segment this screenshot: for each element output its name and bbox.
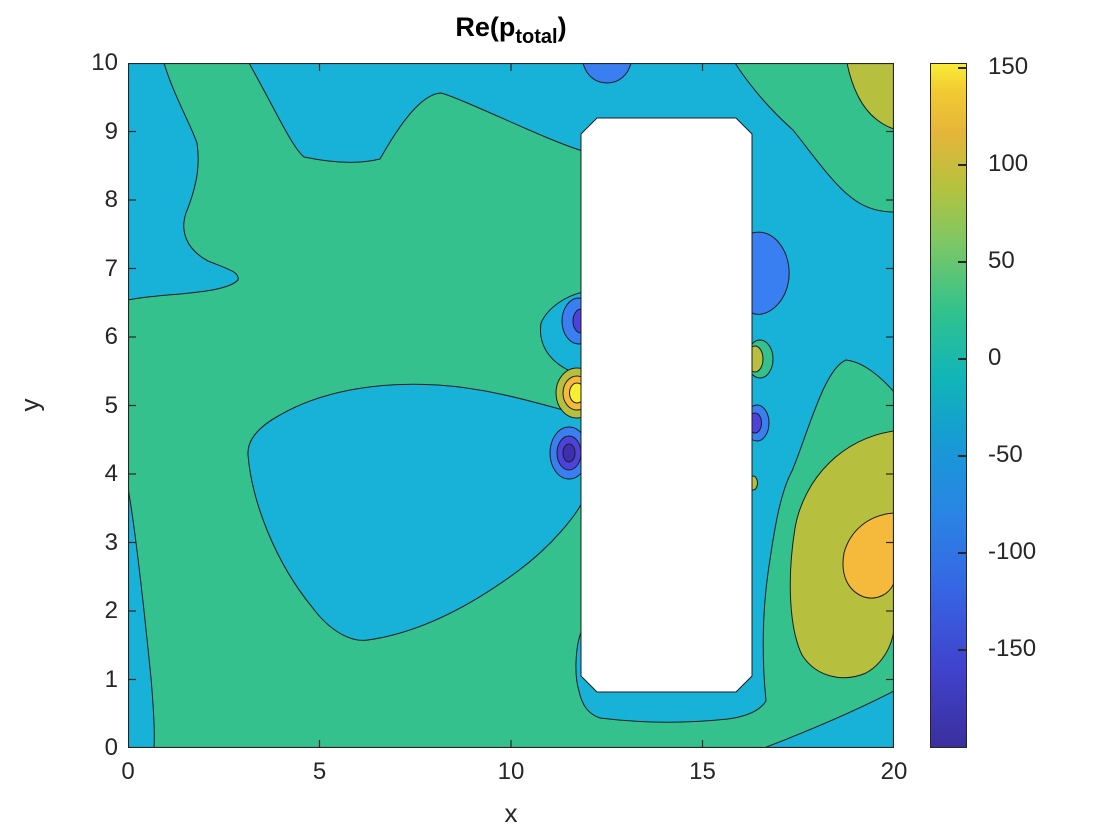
x-tick-label: 15 <box>689 758 716 785</box>
x-tick-label: 0 <box>121 758 135 785</box>
axes-box <box>128 63 894 748</box>
x-axis-label: x <box>504 798 518 828</box>
contour-olive-southeast-oval <box>789 430 894 679</box>
y-tick-label: 9 <box>104 117 118 145</box>
colorbar-tick-label: 150 <box>988 52 1029 80</box>
colorbar-tick-label: 0 <box>988 343 1002 371</box>
contour-canvas <box>128 63 894 748</box>
colorbar-tick-mark <box>958 163 966 166</box>
y-tick-label: 5 <box>104 391 118 419</box>
colorbar-tick-mark <box>958 552 966 554</box>
title-suffix: ) <box>557 12 567 42</box>
colorbar-tick-label: 100 <box>988 149 1029 177</box>
obstacle-rectangle <box>580 117 753 693</box>
contour-cyan-topleft-corner <box>128 63 239 301</box>
axis-ticks <box>128 63 894 748</box>
y-tick-label: 10 <box>91 49 118 76</box>
contour-blue-east-blob <box>751 231 790 315</box>
contour-blue-top-notch <box>582 63 632 84</box>
contour-deepindigo-west-lower-core <box>562 443 576 463</box>
x-tick-label: 20 <box>880 758 908 785</box>
title-prefix: Re(p <box>455 12 516 42</box>
y-tick-label: 4 <box>104 460 118 487</box>
colorbar-tick-mark <box>958 649 966 652</box>
contour-orange-southeast-core <box>842 512 894 599</box>
plot-title: Re(ptotal) <box>128 12 894 48</box>
y-tick-label: 8 <box>104 186 118 213</box>
y-tick-label: 0 <box>104 734 118 761</box>
colorbar-tick-label: -100 <box>988 538 1037 565</box>
colorbar-tick-label: 50 <box>988 246 1015 274</box>
y-tick-label: 3 <box>104 528 118 556</box>
y-tick-label: 1 <box>104 665 118 693</box>
contour-olive-topright-corner <box>846 63 894 130</box>
colorbar-tick-label: -50 <box>988 440 1023 468</box>
y-tick-label: 7 <box>104 254 118 282</box>
contour-cyan-left-edge-strip <box>128 487 155 748</box>
colorbar-tick-mark <box>958 454 966 457</box>
x-tick-label: 10 <box>497 758 525 785</box>
contour-cyan-central-lake <box>247 383 584 641</box>
y-axis-label: y <box>14 398 45 412</box>
contour-plot-area <box>128 63 894 748</box>
title-subscript: total <box>515 26 558 48</box>
y-tick-label: 6 <box>104 323 118 350</box>
colorbar-tick-label: -150 <box>988 635 1037 663</box>
y-tick-label: 2 <box>104 597 118 624</box>
colorbar-tick-mark <box>958 357 966 360</box>
colorbar-tick-mark <box>958 66 966 69</box>
x-tick-label: 5 <box>312 758 327 785</box>
colorbar <box>930 63 967 748</box>
colorbar-tick-mark <box>958 260 966 263</box>
